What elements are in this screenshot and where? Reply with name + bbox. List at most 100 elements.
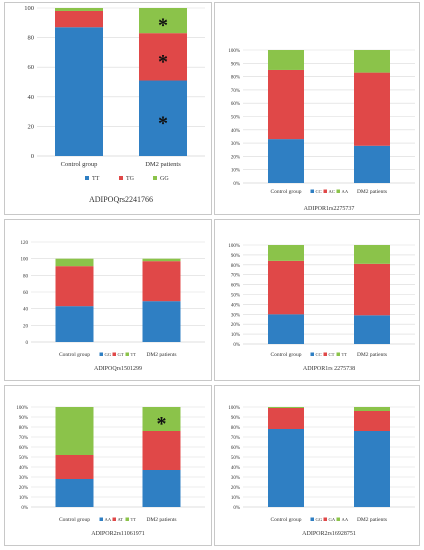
y-tick-label: 70%: [19, 436, 28, 441]
bar-ct: [354, 263, 390, 316]
y-tick-label: 70%: [231, 274, 240, 279]
category-label: Control group: [270, 189, 301, 195]
category-label: DM2 patients: [357, 517, 387, 523]
bar-aa: [354, 50, 390, 73]
bar-gg: [354, 431, 390, 507]
bar-tt: [55, 407, 94, 455]
y-tick-label: 80%: [231, 426, 240, 431]
y-tick-label: 60: [23, 291, 29, 296]
y-tick-label: 80%: [231, 76, 240, 81]
legend-label: GG: [316, 517, 323, 522]
chart-4-svg: 0% 10% 20% 30% 40% 50% 60% 70% 80% 90% 100% Control…: [228, 244, 415, 372]
legend-label: AA: [105, 517, 112, 522]
bar-at: [142, 431, 181, 470]
y-tick-label: 20%: [19, 486, 28, 491]
category-label: DM2 patients: [146, 352, 176, 358]
category-label: Control group: [270, 517, 301, 523]
y-tick-label: 60: [28, 64, 35, 71]
bar-gg: [55, 8, 103, 11]
y-tick-label: 50%: [19, 456, 28, 461]
bar-ac: [268, 69, 304, 140]
bar-tt: [142, 258, 181, 262]
y-tick-label: 40%: [231, 129, 240, 134]
y-tick-label: 100: [21, 258, 29, 263]
y-tick-label: 80%: [19, 426, 28, 431]
significance-star: *: [158, 51, 168, 73]
legend-swatch: [323, 189, 327, 193]
y-tick-label: 60%: [231, 102, 240, 107]
y-tick-label: 20: [23, 324, 29, 329]
y-tick-label: 100%: [228, 244, 240, 249]
legend-label: TG: [126, 176, 135, 182]
y-tick-label: 90%: [231, 416, 240, 421]
bar-aa: [354, 407, 390, 411]
y-tick-label: 20%: [231, 323, 240, 328]
y-tick-label: 100%: [16, 406, 28, 411]
legend-swatch: [310, 517, 314, 521]
legend-swatch: [112, 352, 116, 356]
y-tick-label: 70%: [231, 89, 240, 94]
bar-gg: [55, 306, 94, 342]
bar-tg: [139, 33, 187, 81]
y-tick-label: 10%: [231, 496, 240, 501]
legend-swatch: [323, 517, 327, 521]
y-tick-label: 120: [21, 241, 29, 246]
legend-swatch: [310, 352, 314, 356]
y-tick-label: 80: [23, 274, 29, 279]
legend-label: TT: [342, 352, 348, 357]
bar-ga: [354, 411, 390, 431]
bar-aa: [268, 50, 304, 70]
bar-cc: [354, 315, 390, 344]
y-tick-label: 0: [26, 341, 29, 346]
bar-gg: [268, 429, 304, 507]
chart-2-svg: 0% 10% 20% 30% 40% 50% 60% 70% 80% 90% 100% Control…: [228, 49, 415, 212]
y-tick-label: 30%: [19, 476, 28, 481]
y-tick-label: 30%: [231, 476, 240, 481]
chart-panel-3: 0 20 40 60 80 100 120 Control group DM2 patients…: [4, 219, 212, 381]
bar-cc: [354, 145, 390, 183]
legend-swatch: [310, 189, 314, 193]
legend-label: TT: [92, 176, 100, 182]
bar-tt: [55, 27, 103, 156]
legend-swatch: [336, 517, 340, 521]
y-tick-label: 100: [24, 5, 34, 12]
legend-swatch: [125, 352, 129, 356]
y-tick-label: 0%: [233, 343, 240, 348]
legend-label: CC: [316, 189, 322, 194]
bar-tg: [55, 10, 103, 28]
y-tick-label: 100%: [228, 49, 240, 54]
bar-tt: [142, 407, 181, 431]
category-label: DM2 patients: [357, 352, 387, 358]
legend-label: GG: [160, 176, 169, 182]
category-label: Control group: [59, 352, 90, 358]
chart-1-svg: 0 20 40 60 80 100 Control group * * * DM2 patients…: [24, 5, 205, 204]
chart-panel-1: 0 20 40 60 80 100 Control group * * * DM2 patients…: [4, 2, 212, 215]
y-tick-label: 40%: [19, 466, 28, 471]
y-tick-label: 0%: [233, 182, 240, 187]
x-axis-label: ADIPOR1rs 2275738: [303, 366, 355, 372]
category-label: Control group: [270, 352, 301, 358]
bar-cc: [268, 314, 304, 344]
legend-swatch: [99, 517, 103, 521]
legend-swatch: [99, 352, 103, 356]
category-label: DM2 patients: [145, 161, 181, 168]
y-tick-label: 0: [31, 153, 34, 160]
y-tick-label: 10%: [231, 169, 240, 174]
chart-panel-2: 0% 10% 20% 30% 40% 50% 60% 70% 80% 90% 100% Control…: [214, 2, 420, 215]
category-label: DM2 patients: [146, 517, 176, 523]
bar-tt: [268, 245, 304, 261]
category-label: Control group: [61, 161, 98, 168]
y-tick-label: 100%: [228, 406, 240, 411]
y-tick-label: 20%: [231, 155, 240, 160]
y-tick-label: 10%: [19, 496, 28, 501]
chart-panel-6: 0% 10% 20% 30% 40% 50% 60% 70% 80% 90% 100% Control…: [214, 385, 420, 546]
legend-label: GA: [329, 517, 336, 522]
y-tick-label: 60%: [19, 446, 28, 451]
legend-label: AT: [118, 517, 124, 522]
bar-ct: [268, 260, 304, 315]
category-label: DM2 patients: [357, 189, 387, 195]
significance-star: *: [158, 112, 168, 134]
x-axis-label: ADIPOR2rs16928751: [302, 531, 356, 537]
y-tick-label: 70%: [231, 436, 240, 441]
y-tick-label: 90%: [231, 62, 240, 67]
